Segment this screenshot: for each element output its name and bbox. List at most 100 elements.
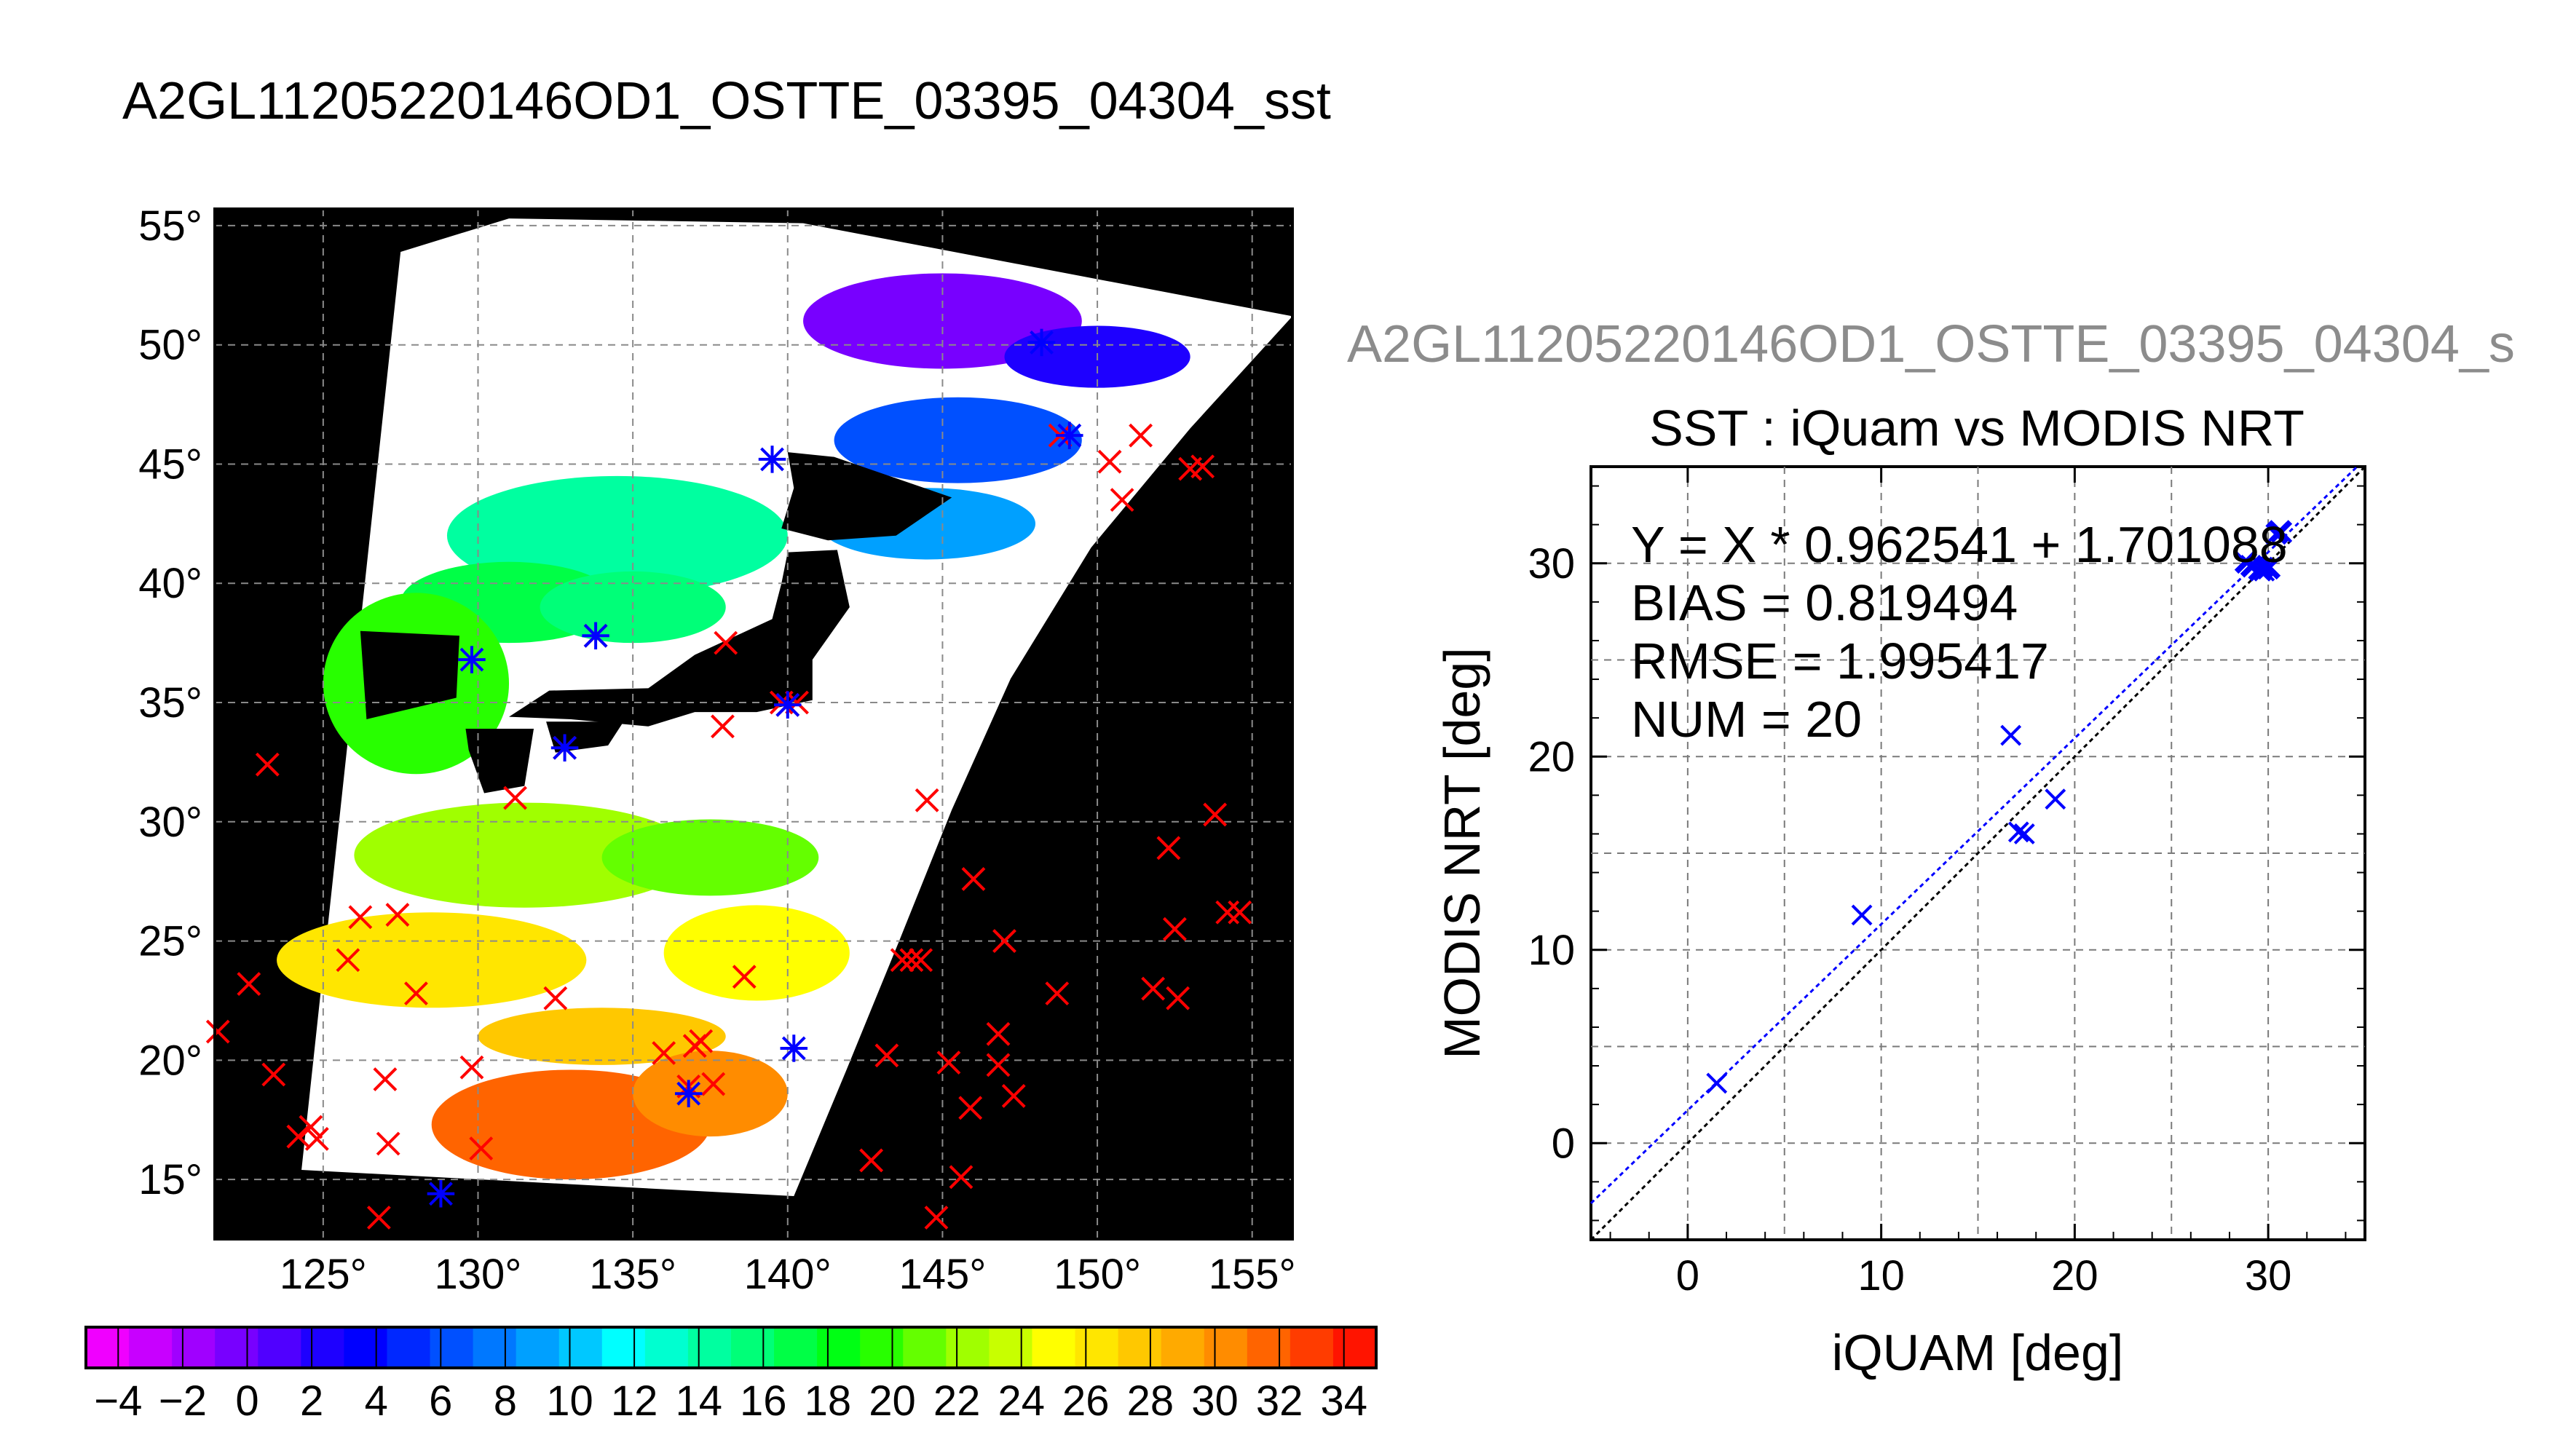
iquam-marker <box>1190 454 1215 479</box>
scatter-y-tick-label: 10 <box>1528 927 1575 974</box>
land-shape <box>781 452 952 541</box>
colorbar-tick-label: 22 <box>933 1377 981 1425</box>
marker-stroke <box>2271 521 2293 543</box>
colorbar-tick-label: 34 <box>1320 1377 1367 1425</box>
colorbar-tick-label: 8 <box>494 1377 517 1425</box>
colorbar-cell <box>1161 1327 1205 1368</box>
colorbar-cell <box>86 1327 130 1368</box>
marker-stroke <box>1001 1084 1026 1108</box>
iquam-marker <box>1166 986 1190 1010</box>
colorbar-cell <box>644 1327 689 1368</box>
sst-patch <box>277 912 587 1008</box>
map-y-tick-label: 40° <box>138 560 202 607</box>
marker-stroke <box>373 1067 398 1091</box>
colorbar-tick-label: 6 <box>429 1377 452 1425</box>
iquam-marker <box>1045 981 1070 1006</box>
map-x-tick-label: 155° <box>1209 1251 1296 1298</box>
land-shape <box>465 729 534 794</box>
iquam-marker <box>376 1131 400 1156</box>
colorbar-tick-label: 18 <box>805 1377 852 1425</box>
iquam-marker <box>915 788 939 812</box>
marker-stroke <box>2007 821 2029 843</box>
colorbar-tick-label: 2 <box>300 1377 323 1425</box>
marker-stroke <box>899 948 924 973</box>
marker-stroke <box>2234 550 2256 572</box>
marker-stroke <box>1045 981 1070 1006</box>
iquam-marker <box>689 1029 714 1053</box>
colorbar-tick-label: 12 <box>611 1377 658 1425</box>
matched-marker <box>780 1034 808 1062</box>
iquam-marker <box>503 786 527 810</box>
map-y-tick-label: 45° <box>138 440 202 488</box>
scatter-x-tick-label: 10 <box>1857 1252 1905 1299</box>
colorbar-tick-label: 16 <box>740 1377 787 1425</box>
scatter-point <box>2007 821 2029 843</box>
colorbar-cell <box>687 1327 732 1368</box>
iquam-marker <box>1215 900 1240 925</box>
marker-stroke <box>404 981 428 1006</box>
colorbar-cell <box>1032 1327 1076 1368</box>
marker-stroke <box>1162 917 1187 941</box>
iquam-marker <box>986 1021 1011 1046</box>
colorbar-cell <box>1075 1327 1119 1368</box>
scatter-point <box>2271 521 2293 543</box>
marker-stroke <box>986 1053 1011 1077</box>
iquam-marker <box>385 903 410 927</box>
fit-equation: Y = X * 0.962541 + 1.701088 <box>1631 516 2288 573</box>
scatter-y-label: MODIS NRT [deg] <box>1434 647 1490 1059</box>
matched-marker <box>674 1080 703 1107</box>
marker-stroke <box>469 1136 494 1160</box>
iquam-marker <box>469 1136 494 1160</box>
marker-stroke <box>336 948 360 973</box>
colorbar-cell <box>731 1327 775 1368</box>
scatter-y-tick-label: 0 <box>1552 1120 1575 1167</box>
map-markers <box>205 328 1252 1230</box>
marker-stroke <box>255 752 280 777</box>
iquam-marker <box>936 1051 961 1075</box>
marker-stroke <box>859 1148 884 1173</box>
colorbar-cell <box>1290 1327 1334 1368</box>
iquam-marker <box>304 1127 329 1151</box>
colorbar-cell <box>1247 1327 1291 1368</box>
iquam-marker <box>1001 1084 1026 1108</box>
colorbar-cells <box>86 1327 1377 1368</box>
marker-stroke <box>652 1041 676 1065</box>
map-x-tick-label: 130° <box>435 1251 522 1298</box>
colorbar-cell <box>1204 1327 1248 1368</box>
sst-patch <box>663 905 850 1001</box>
iquam-marker <box>255 752 280 777</box>
colorbar-tick-label: −4 <box>94 1377 142 1425</box>
colorbar-cell <box>473 1327 517 1368</box>
marker-stroke <box>958 1096 983 1120</box>
marker-stroke <box>915 788 939 812</box>
matched-marker <box>582 622 609 650</box>
scatter-point <box>1851 904 1873 926</box>
scatter-point <box>2013 823 2035 844</box>
colorbar-cell <box>1118 1327 1162 1368</box>
iquam-marker <box>1129 423 1153 448</box>
identity-line <box>1590 465 2366 1241</box>
iquam-marker <box>701 1072 726 1096</box>
marker-stroke <box>961 866 986 891</box>
map-y-tick-label: 55° <box>138 202 202 250</box>
colorbar-tick-label: 20 <box>869 1377 916 1425</box>
map-x-ticks: 125° 130° 135° 140° 145° 150° 155° <box>280 1251 1296 1298</box>
marker-stroke <box>299 1115 323 1139</box>
colorbar: −4 −2 0 2 4 6 8 10 12 14 16 18 20 22 24 26 28 30 32 34 <box>84 1326 1378 1425</box>
iquam-marker <box>909 948 933 973</box>
marker-stroke <box>1851 904 1873 926</box>
marker-stroke <box>949 1165 974 1190</box>
marker-stroke <box>543 986 568 1010</box>
num-label: NUM = 20 <box>1631 691 1862 748</box>
marker-stroke <box>689 1029 714 1053</box>
marker-stroke <box>936 1051 961 1075</box>
map-y-tick-label: 50° <box>138 322 202 369</box>
marker-stroke <box>205 1019 230 1044</box>
scatter-supertitle: A2GL11205220146OD1_OSTTE_03395_04304_s <box>1347 315 2515 373</box>
iquam-marker <box>336 948 360 973</box>
iquam-marker <box>404 981 428 1006</box>
iquam-marker <box>1203 802 1228 827</box>
sst-patch <box>478 1008 726 1065</box>
marker-stroke <box>1110 488 1134 513</box>
scatter-x-tick-label: 20 <box>2051 1252 2098 1299</box>
